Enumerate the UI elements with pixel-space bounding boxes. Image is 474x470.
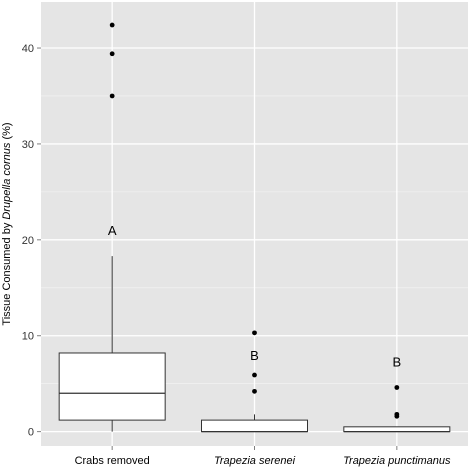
x-tick-label: Trapezia punctimanus xyxy=(343,455,451,467)
x-axis: Crabs removed Trapezia serenei Trapezia pu… xyxy=(75,446,451,467)
outlier-point xyxy=(252,330,257,336)
y-tick-label: 40 xyxy=(22,43,34,55)
x-tick-label: Crabs removed xyxy=(75,455,150,467)
significance-letter: A xyxy=(108,223,117,238)
y-tick-label: 0 xyxy=(28,427,34,439)
outlier-point xyxy=(109,93,115,99)
y-axis: 0 10 20 30 40 xyxy=(22,43,41,439)
x-tick-label: Trapezia serenei xyxy=(214,455,296,467)
outlier-point xyxy=(394,411,400,417)
box-series: A B B xyxy=(58,22,451,433)
outlier-point xyxy=(109,22,115,28)
box-group: A xyxy=(58,22,166,432)
box-group: B xyxy=(201,330,308,433)
outlier-point xyxy=(394,385,400,390)
outlier-point xyxy=(109,51,115,57)
y-tick-label: 30 xyxy=(22,139,34,151)
outlier-point xyxy=(252,388,257,394)
box-group: B xyxy=(343,355,451,433)
y-tick-label: 20 xyxy=(22,235,34,247)
box xyxy=(343,426,451,433)
significance-letter: B xyxy=(250,348,259,363)
outlier-point xyxy=(252,372,257,378)
box xyxy=(201,419,308,433)
box xyxy=(58,352,166,421)
y-axis-title: Tissue Consumed by Drupella cornus (%) xyxy=(1,122,13,325)
y-tick-label: 10 xyxy=(22,331,34,343)
significance-letter: B xyxy=(392,355,401,370)
